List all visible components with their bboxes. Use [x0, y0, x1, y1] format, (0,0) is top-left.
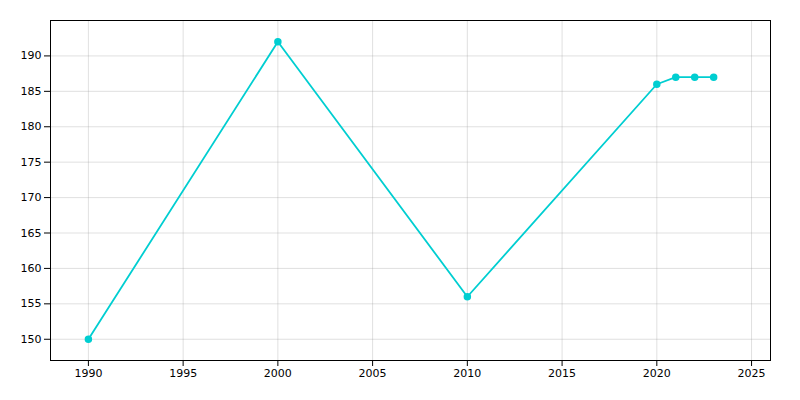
svg-text:150: 150	[21, 333, 42, 346]
svg-text:1995: 1995	[169, 367, 197, 380]
svg-text:180: 180	[21, 120, 42, 133]
svg-text:175: 175	[21, 156, 42, 169]
svg-text:185: 185	[21, 85, 42, 98]
svg-text:170: 170	[21, 191, 42, 204]
svg-text:2000: 2000	[264, 367, 292, 380]
svg-text:2025: 2025	[738, 367, 766, 380]
svg-text:2015: 2015	[548, 367, 576, 380]
svg-text:165: 165	[21, 227, 42, 240]
svg-text:155: 155	[21, 297, 42, 310]
svg-text:2010: 2010	[453, 367, 481, 380]
svg-text:2005: 2005	[359, 367, 387, 380]
svg-text:190: 190	[21, 49, 42, 62]
svg-text:160: 160	[21, 262, 42, 275]
svg-text:2020: 2020	[643, 367, 671, 380]
svg-text:1990: 1990	[74, 367, 102, 380]
